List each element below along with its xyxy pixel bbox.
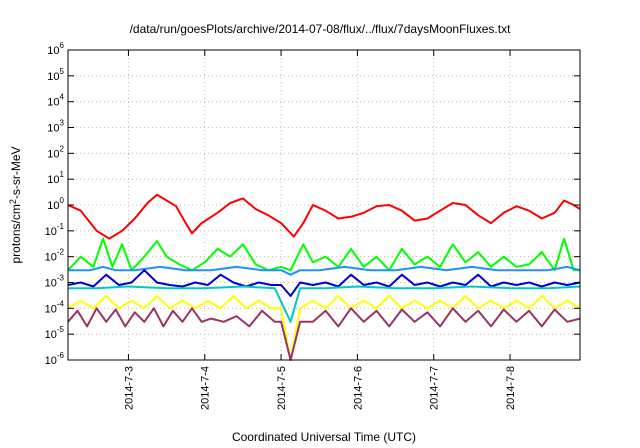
y-tick-label: 10-1 [45,222,65,238]
x-axis-label: Coordinated Universal Time (UTC) [232,430,416,444]
y-tick-label: 105 [47,67,64,83]
x-tick-label: 2014-7-5 [276,366,288,410]
y-tick-label: 102 [47,144,64,160]
y-tick-label: 104 [47,93,64,109]
x-tick-label: 2014-7-6 [352,366,364,410]
x-tick-label: 2014-7-3 [123,366,135,410]
series-line-7 [67,307,581,361]
chart-title: /data/run/goesPlots/archive/2014-07-08/f… [130,22,512,36]
y-tick-label: 10-2 [45,248,65,264]
series-line-6 [67,295,581,361]
series-line-1 [67,193,581,240]
series-line-2 [67,237,580,272]
y-axis: 10-6 10-5 10-4 10-3 10-2 10-1 100 101 102 103 104 1… [45,41,580,367]
x-tick-label: 2014-7-4 [200,366,212,410]
y-tick-label: 100 [47,196,64,212]
y-tick-label: 101 [47,170,64,186]
x-tick-label: 2014-7-8 [505,366,517,410]
x-axis: 2014-7-3 2014-7-4 2014-7-5 2014-7-6 2014-7-7… [123,50,517,410]
y-tick-label: 10-3 [45,274,65,290]
y-tick-label: 106 [47,41,64,57]
y-axis-label: protons/cm2-s-sr-MeV [8,146,23,263]
series-layer [67,193,581,361]
y-axis-label-base: protons/cm [9,204,23,263]
y-axis-label-sup: 2 [8,199,18,204]
y-axis-label-rest: -s-sr-MeV [9,146,23,199]
series-line-3 [68,265,581,276]
y-tick-label: 10-6 [45,351,65,367]
y-tick-label: 10-4 [45,299,65,315]
series-line-4 [67,269,581,297]
x-tick-label: 2014-7-7 [429,366,441,410]
series-line-5 [68,285,581,323]
y-tick-label: 103 [47,119,64,135]
y-tick-label: 10-5 [45,325,65,341]
